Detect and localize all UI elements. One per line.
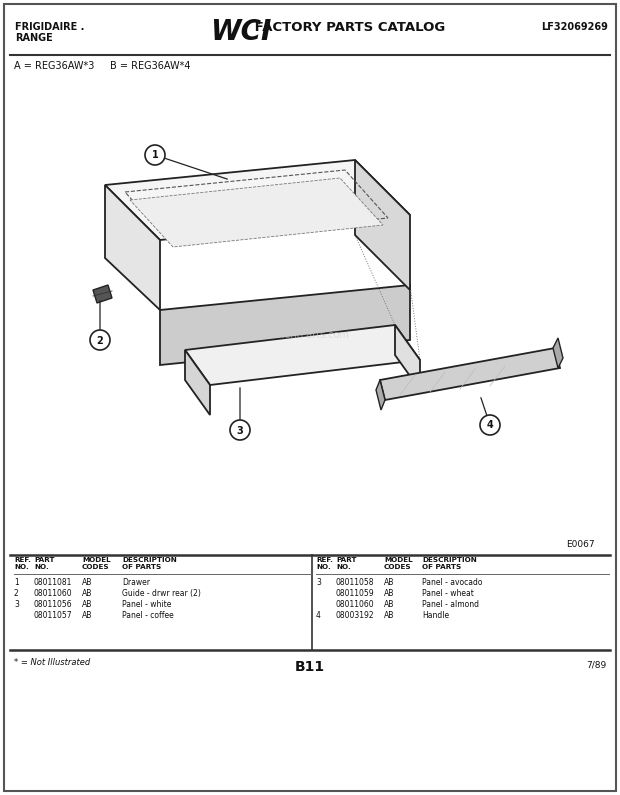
Text: DESCRIPTION: DESCRIPTION [422,557,477,563]
Text: NO.: NO. [336,564,351,570]
Text: * = Not Illustrated: * = Not Illustrated [14,658,91,667]
Text: CODES: CODES [384,564,412,570]
Text: Drawer: Drawer [122,578,150,587]
Text: WCI: WCI [210,18,272,46]
Polygon shape [105,160,410,240]
Polygon shape [376,380,385,410]
Text: Panel - avocado: Panel - avocado [422,578,482,587]
Text: Panel - almond: Panel - almond [422,600,479,609]
Text: REF.: REF. [316,557,333,563]
Text: NO.: NO. [34,564,49,570]
Polygon shape [160,285,410,365]
Text: LF32069269: LF32069269 [541,22,608,32]
Text: FRIGIDAIRE .: FRIGIDAIRE . [15,22,84,32]
Polygon shape [93,285,112,303]
Text: MODEL: MODEL [384,557,413,563]
Text: Panel - coffee: Panel - coffee [122,611,174,620]
Text: REF.: REF. [14,557,31,563]
Text: Guide - drwr rear (2): Guide - drwr rear (2) [122,589,201,598]
Text: AB: AB [82,600,92,609]
Text: 2: 2 [14,589,19,598]
Text: AB: AB [384,611,394,620]
Text: AB: AB [384,578,394,587]
Text: B11: B11 [295,660,325,674]
Text: Panel - wheat: Panel - wheat [422,589,474,598]
Text: Panel - white: Panel - white [122,600,171,609]
Text: DESCRIPTION: DESCRIPTION [122,557,177,563]
Text: 08011081: 08011081 [34,578,73,587]
Text: 3: 3 [316,578,321,587]
Text: PART: PART [336,557,356,563]
Polygon shape [185,325,420,385]
Polygon shape [553,338,563,368]
Polygon shape [105,185,160,310]
Text: eReplacementParts.com: eReplacementParts.com [231,330,350,340]
Text: E0067: E0067 [567,540,595,549]
Polygon shape [355,160,410,290]
Text: 3: 3 [14,600,19,609]
Text: RANGE: RANGE [15,33,53,43]
Text: OF PARTS: OF PARTS [122,564,161,570]
Polygon shape [185,350,210,415]
Text: CODES: CODES [82,564,110,570]
Text: AB: AB [82,589,92,598]
Text: 08011060: 08011060 [336,600,374,609]
Circle shape [230,420,250,440]
Text: MODEL: MODEL [82,557,110,563]
Polygon shape [395,325,420,390]
Text: AB: AB [384,589,394,598]
Text: PART: PART [34,557,55,563]
Text: 3: 3 [237,425,244,436]
Text: NO.: NO. [316,564,330,570]
Text: 08003192: 08003192 [336,611,374,620]
Text: 08011056: 08011056 [34,600,73,609]
Text: 4: 4 [316,611,321,620]
Text: A = REG36AW*3     B = REG36AW*4: A = REG36AW*3 B = REG36AW*4 [14,61,190,71]
Text: AB: AB [82,578,92,587]
Text: Handle: Handle [422,611,449,620]
Text: AB: AB [384,600,394,609]
Text: 08011058: 08011058 [336,578,374,587]
Text: 08011059: 08011059 [336,589,374,598]
Text: NO.: NO. [14,564,29,570]
Text: AB: AB [82,611,92,620]
Text: 08011057: 08011057 [34,611,73,620]
Circle shape [90,330,110,350]
Text: OF PARTS: OF PARTS [422,564,461,570]
Text: 1: 1 [152,150,158,161]
Circle shape [480,415,500,435]
Polygon shape [130,178,383,247]
Polygon shape [380,348,560,400]
Text: FACTORY PARTS CATALOG: FACTORY PARTS CATALOG [250,21,445,34]
Text: 08011060: 08011060 [34,589,73,598]
Circle shape [145,145,165,165]
Text: 4: 4 [487,421,494,431]
Text: 2: 2 [97,335,104,346]
Text: 1: 1 [14,578,19,587]
Text: 7/89: 7/89 [586,660,606,669]
